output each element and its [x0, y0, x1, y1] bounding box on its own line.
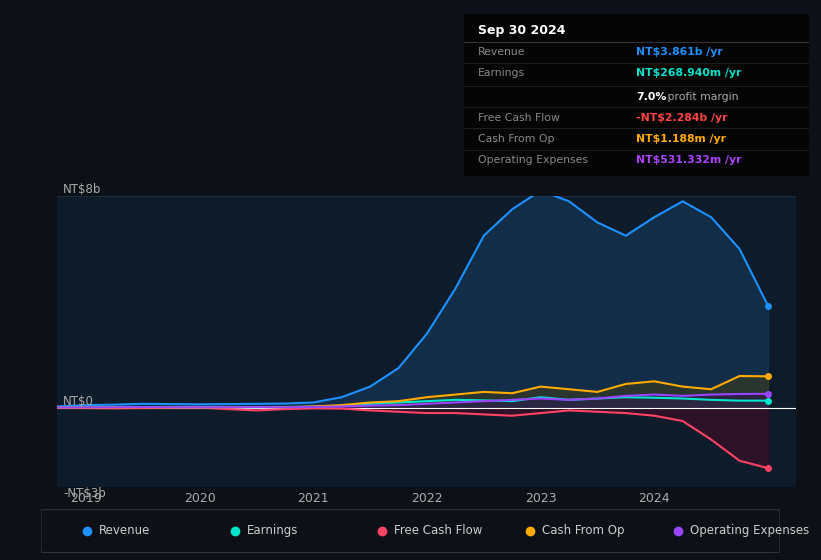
- Text: NT$8b: NT$8b: [63, 183, 102, 196]
- Text: -NT$2.284b /yr: -NT$2.284b /yr: [636, 113, 727, 123]
- Text: NT$268.940m /yr: NT$268.940m /yr: [636, 68, 741, 78]
- Text: Cash From Op: Cash From Op: [542, 524, 625, 537]
- Text: Sep 30 2024: Sep 30 2024: [478, 24, 565, 37]
- Text: NT$1.188m /yr: NT$1.188m /yr: [636, 134, 727, 144]
- Text: Free Cash Flow: Free Cash Flow: [478, 113, 560, 123]
- Text: NT$0: NT$0: [63, 395, 94, 408]
- Text: Earnings: Earnings: [246, 524, 298, 537]
- Text: NT$3.861b /yr: NT$3.861b /yr: [636, 47, 723, 57]
- Text: -NT$3b: -NT$3b: [63, 487, 106, 500]
- Text: Revenue: Revenue: [478, 47, 525, 57]
- Text: Free Cash Flow: Free Cash Flow: [394, 524, 483, 537]
- Text: profit margin: profit margin: [664, 92, 738, 102]
- Text: Operating Expenses: Operating Expenses: [690, 524, 809, 537]
- Text: NT$531.332m /yr: NT$531.332m /yr: [636, 155, 742, 165]
- Text: Operating Expenses: Operating Expenses: [478, 155, 588, 165]
- Text: 7.0%: 7.0%: [636, 92, 667, 102]
- Text: Earnings: Earnings: [478, 68, 525, 78]
- Text: Cash From Op: Cash From Op: [478, 134, 554, 144]
- Text: Revenue: Revenue: [99, 524, 150, 537]
